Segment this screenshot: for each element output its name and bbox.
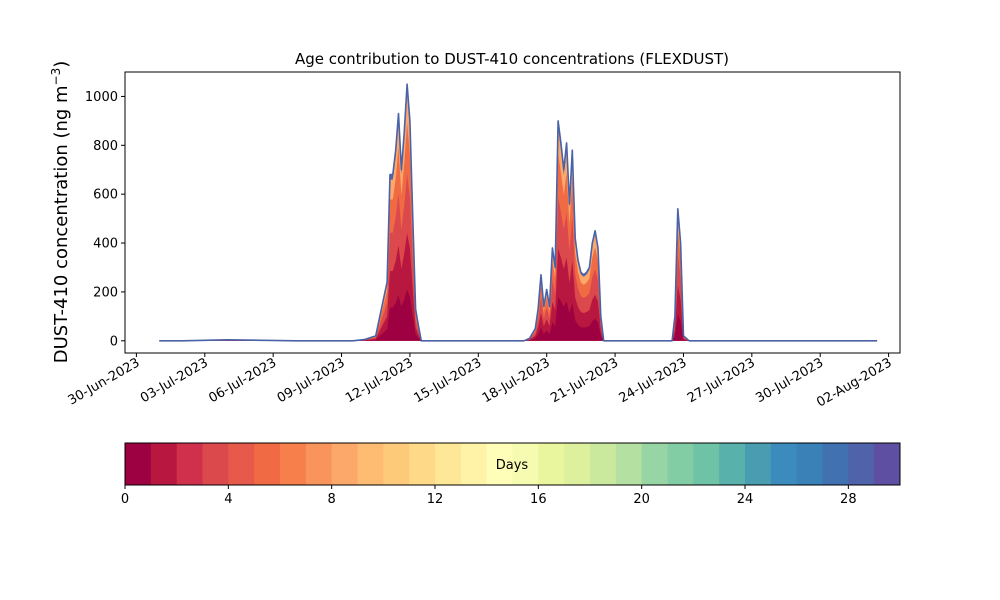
y-axis: 0 200 400 600 800 1000 bbox=[85, 90, 125, 349]
colorbar-segment bbox=[770, 443, 798, 485]
colorbar-segment bbox=[822, 443, 849, 485]
colorbar-segment bbox=[254, 443, 281, 485]
x-tick-label: 18-Jul-2023 bbox=[480, 355, 553, 406]
plot-frame bbox=[124, 71, 901, 354]
colorbar-segment bbox=[280, 443, 307, 485]
colorbar-segment bbox=[848, 443, 875, 485]
x-tick-label: 15-Jul-2023 bbox=[411, 355, 484, 406]
age-layer-3 bbox=[159, 174, 878, 341]
colorbar-segment bbox=[538, 443, 565, 485]
colorbar-segment bbox=[305, 443, 333, 485]
y-axis-label-sup: −3 bbox=[49, 68, 63, 86]
y-axis-label: DUST-410 concentration (ng m−3) bbox=[49, 61, 72, 364]
x-axis: 30-Jun-202303-Jul-202306-Jul-202309-Jul-… bbox=[66, 353, 895, 411]
colorbar-tick-label: 12 bbox=[427, 492, 444, 507]
colorbar: 0 4 8 12 16 20 24 28 bbox=[121, 442, 901, 507]
colorbar-segment bbox=[615, 443, 643, 485]
colorbar-segment bbox=[357, 443, 384, 485]
age-layer-0 bbox=[159, 84, 878, 341]
colorbar-segment bbox=[641, 443, 668, 485]
y-tick-label: 1000 bbox=[85, 90, 118, 105]
colorbar-segment bbox=[150, 443, 178, 485]
x-tick-label: 12-Jul-2023 bbox=[343, 355, 416, 406]
colorbar-segment bbox=[331, 443, 358, 485]
colorbar-segment bbox=[228, 443, 255, 485]
y-tick-label: 200 bbox=[93, 285, 118, 300]
x-tick-label: 27-Jul-2023 bbox=[685, 355, 758, 406]
chart-title: Age contribution to DUST-410 concentrati… bbox=[295, 50, 729, 68]
y-tick-label: 0 bbox=[110, 334, 118, 349]
colorbar-tick-label: 4 bbox=[224, 492, 232, 507]
y-axis-label-close: ) bbox=[51, 61, 72, 68]
colorbar-segment bbox=[202, 443, 229, 485]
colorbar-segment bbox=[176, 443, 203, 485]
colorbar-segment bbox=[590, 443, 617, 485]
x-tick-label: 24-Jul-2023 bbox=[617, 355, 690, 406]
colorbar-segment bbox=[874, 443, 901, 485]
total-concentration-line bbox=[159, 83, 878, 342]
colorbar-tick-label: 8 bbox=[328, 492, 336, 507]
colorbar-segment bbox=[719, 443, 746, 485]
age-layer-1 bbox=[159, 91, 878, 341]
colorbar-segment bbox=[512, 443, 539, 485]
y-axis-label-main: DUST-410 concentration (ng m bbox=[51, 85, 72, 363]
y-tick-label: 800 bbox=[93, 139, 118, 154]
colorbar-tick-label: 16 bbox=[530, 492, 547, 507]
colorbar-segment bbox=[564, 443, 591, 485]
colorbar-segment bbox=[409, 443, 436, 485]
colorbar-tick-label: 0 bbox=[121, 492, 129, 507]
x-tick-label: 09-Jul-2023 bbox=[275, 355, 348, 406]
colorbar-segment bbox=[460, 443, 488, 485]
colorbar-tick-label: 28 bbox=[840, 492, 857, 507]
age-layer-5 bbox=[159, 289, 878, 341]
age-layer-2 bbox=[159, 122, 878, 341]
age-layer-4 bbox=[159, 233, 878, 341]
colorbar-frame bbox=[124, 442, 901, 486]
age-contribution-areas bbox=[159, 83, 878, 342]
colorbar-segment bbox=[435, 443, 462, 485]
colorbar-segment bbox=[125, 443, 152, 485]
y-tick-label: 600 bbox=[93, 188, 118, 203]
colorbar-segment bbox=[667, 443, 694, 485]
x-tick-label: 30-Jun-2023 bbox=[66, 355, 143, 408]
x-tick-label: 02-Aug-2023 bbox=[814, 355, 894, 410]
colorbar-tick-label: 24 bbox=[737, 492, 754, 507]
colorbar-segment bbox=[796, 443, 823, 485]
colorbar-segment bbox=[486, 443, 513, 485]
colorbar-label: Days bbox=[496, 458, 529, 473]
y-tick-label: 400 bbox=[93, 237, 118, 252]
x-tick-label: 03-Jul-2023 bbox=[138, 355, 211, 406]
colorbar-tick-label: 20 bbox=[633, 492, 650, 507]
colorbar-segment bbox=[383, 443, 410, 485]
colorbar-segment bbox=[745, 443, 772, 485]
x-tick-label: 21-Jul-2023 bbox=[548, 355, 621, 406]
x-tick-label: 06-Jul-2023 bbox=[206, 355, 279, 406]
colorbar-segment bbox=[693, 443, 720, 485]
